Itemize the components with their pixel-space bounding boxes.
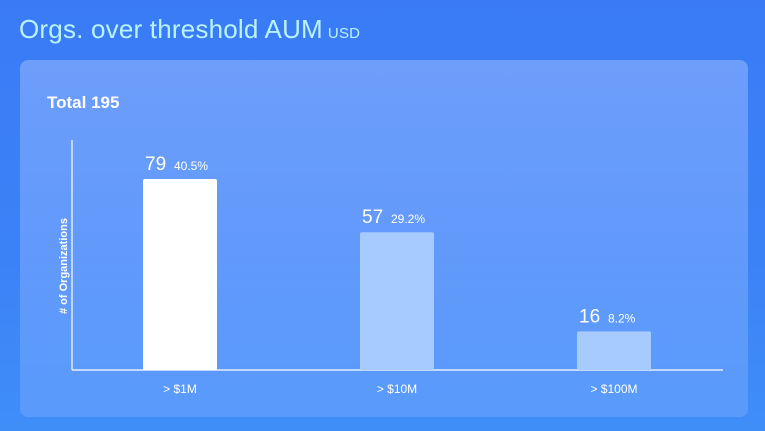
- bar-1[interactable]: [143, 179, 217, 370]
- page-title: Orgs. over threshold AUM USD: [19, 14, 360, 45]
- x-tick-label: > $10M: [377, 382, 417, 396]
- bar-percent-label: 29.2%: [391, 212, 425, 226]
- title-unit: USD: [327, 25, 361, 42]
- bar-percent-label: 8.2%: [608, 311, 636, 325]
- bar-3[interactable]: [577, 331, 651, 370]
- bar-value-label: 16: [579, 306, 600, 327]
- bar-2[interactable]: [360, 232, 434, 370]
- x-tick-label: > $100M: [590, 382, 637, 396]
- bar-chart: 79 40.5% > $1M 57 29.2% > $10M 16 8.2% > $100M: [71, 140, 723, 396]
- bar-value-label: 57: [362, 207, 383, 228]
- chart-card: Total 195 # of Organizations 79 40.5% > $1…: [20, 60, 748, 417]
- title-text: Orgs. over threshold AUM: [19, 14, 323, 44]
- x-tick-label: > $1M: [163, 382, 197, 396]
- total-label: Total 195: [47, 93, 120, 112]
- bar-percent-label: 40.5%: [174, 159, 208, 173]
- bar-value-label: 79: [145, 154, 166, 175]
